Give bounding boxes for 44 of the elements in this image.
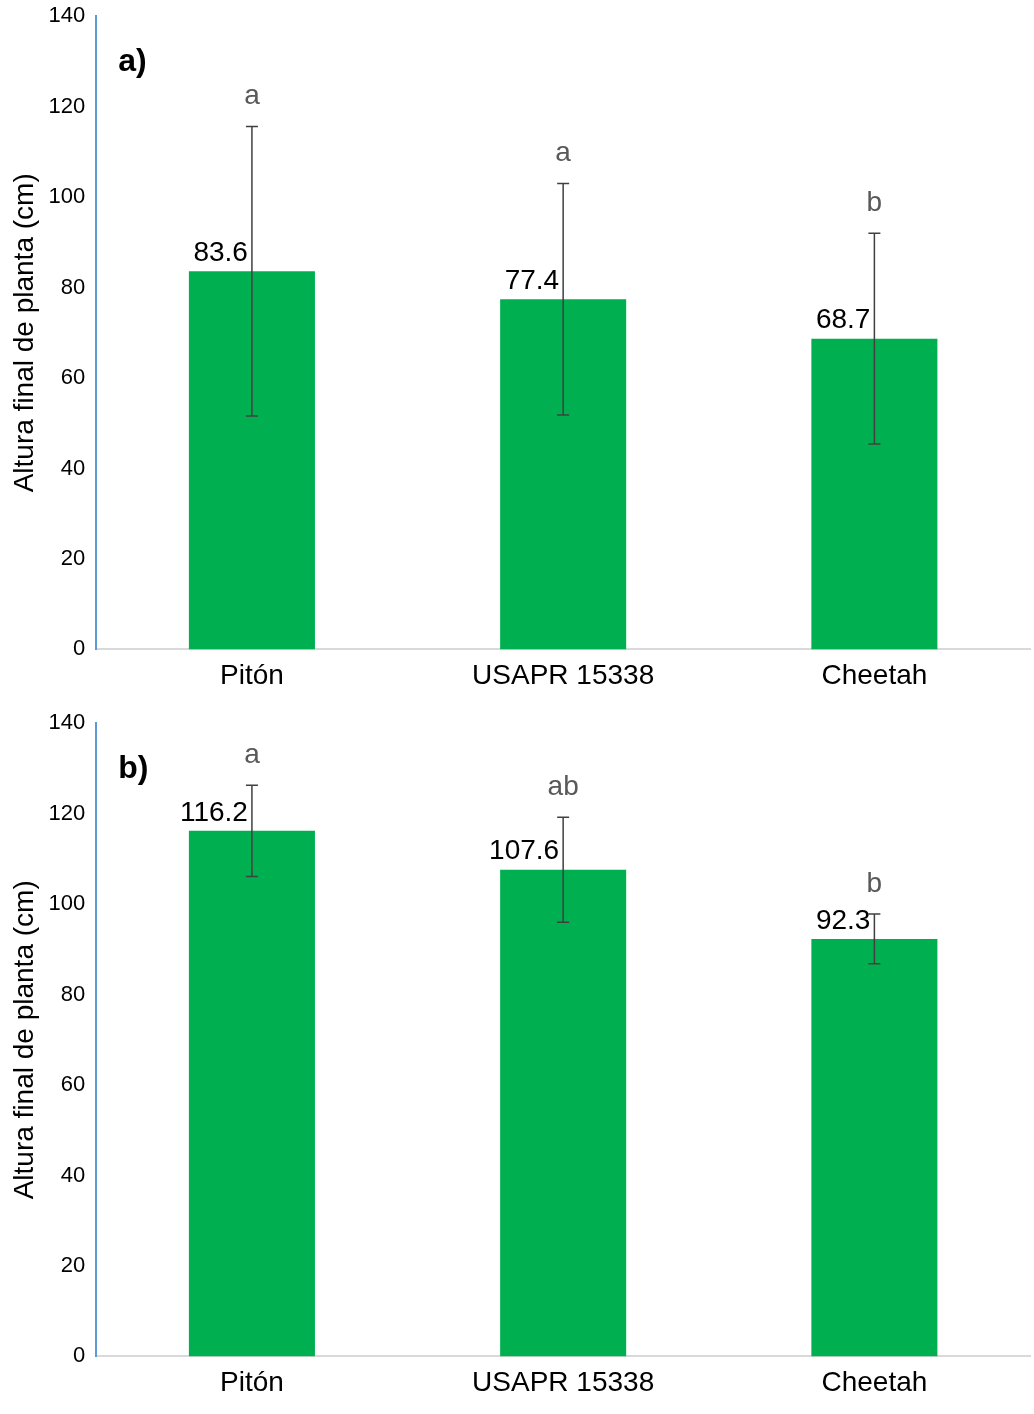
data-label: 68.7 — [815, 303, 871, 335]
y-tick-label: 80 — [60, 980, 86, 1006]
data-label: 83.6 — [193, 236, 248, 268]
annotation: b — [866, 866, 883, 898]
data-label: 116.2 — [179, 795, 248, 827]
y-tick-label: 80 — [60, 273, 86, 299]
bar — [500, 299, 627, 650]
annotation: b — [866, 186, 883, 218]
y-tick-label: 100 — [48, 890, 86, 916]
x-tick-label: USAPR 15338 — [472, 658, 655, 690]
y-tick-label: 0 — [73, 1342, 86, 1368]
x-tick-label: Cheetah — [821, 658, 928, 690]
data-label: 107.6 — [489, 834, 560, 866]
bar — [811, 938, 938, 1357]
y-tick-label: 120 — [48, 799, 86, 825]
y-tick-label: 140 — [48, 709, 86, 735]
annotation: b) — [118, 749, 149, 786]
y-tick-label: 20 — [60, 545, 86, 571]
annotation: a — [555, 136, 572, 168]
y-tick-label: 120 — [48, 92, 86, 118]
y-tick-label: 140 — [48, 2, 86, 28]
annotation: a) — [118, 42, 147, 79]
x-tick-label: Pitón — [220, 1365, 284, 1397]
y-tick-label: 40 — [60, 454, 86, 480]
bar — [188, 830, 315, 1357]
data-label: 77.4 — [504, 264, 560, 296]
annotation: ab — [547, 769, 579, 801]
y-tick-label: 100 — [48, 183, 86, 209]
y-axis-title: Altura final de planta (cm) — [7, 173, 39, 493]
annotation: a — [244, 737, 261, 769]
y-tick-label: 60 — [60, 364, 86, 390]
y-tick-label: 0 — [73, 635, 86, 661]
x-tick-label: Cheetah — [821, 1365, 928, 1397]
y-tick-label: 40 — [60, 1161, 86, 1187]
x-tick-label: USAPR 15338 — [472, 1365, 655, 1397]
x-tick-label: Pitón — [220, 658, 284, 690]
y-tick-label: 60 — [60, 1071, 86, 1097]
y-axis-title: Altura final de planta (cm) — [7, 880, 39, 1200]
data-label: 92.3 — [815, 903, 871, 935]
bar — [188, 271, 315, 650]
y-tick-label: 20 — [60, 1252, 86, 1278]
annotation: a — [244, 79, 261, 111]
bar — [811, 338, 938, 650]
bar — [500, 869, 627, 1357]
